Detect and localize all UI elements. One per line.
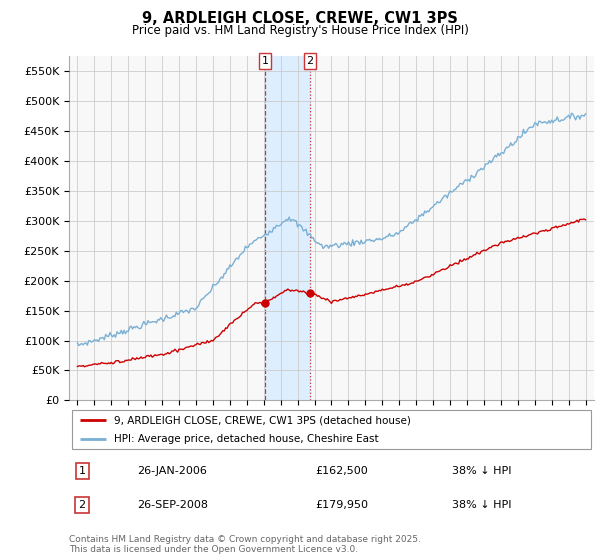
Text: 9, ARDLEIGH CLOSE, CREWE, CW1 3PS (detached house): 9, ARDLEIGH CLOSE, CREWE, CW1 3PS (detac…	[113, 415, 410, 425]
Text: 2: 2	[79, 500, 86, 510]
Text: 38% ↓ HPI: 38% ↓ HPI	[452, 500, 512, 510]
Text: HPI: Average price, detached house, Cheshire East: HPI: Average price, detached house, Ches…	[113, 434, 378, 444]
Text: Contains HM Land Registry data © Crown copyright and database right 2025.
This d: Contains HM Land Registry data © Crown c…	[69, 535, 421, 554]
Text: 38% ↓ HPI: 38% ↓ HPI	[452, 466, 512, 476]
Text: £179,950: £179,950	[316, 500, 369, 510]
Text: 26-JAN-2006: 26-JAN-2006	[137, 466, 207, 476]
Text: 9, ARDLEIGH CLOSE, CREWE, CW1 3PS: 9, ARDLEIGH CLOSE, CREWE, CW1 3PS	[142, 11, 458, 26]
Bar	[265, 56, 310, 400]
FancyBboxPatch shape	[71, 410, 592, 449]
Text: Price paid vs. HM Land Registry's House Price Index (HPI): Price paid vs. HM Land Registry's House …	[131, 24, 469, 36]
Text: 2: 2	[307, 56, 314, 66]
Text: £162,500: £162,500	[316, 466, 368, 476]
Text: 1: 1	[262, 56, 268, 66]
Text: 1: 1	[79, 466, 86, 476]
Text: 26-SEP-2008: 26-SEP-2008	[137, 500, 208, 510]
